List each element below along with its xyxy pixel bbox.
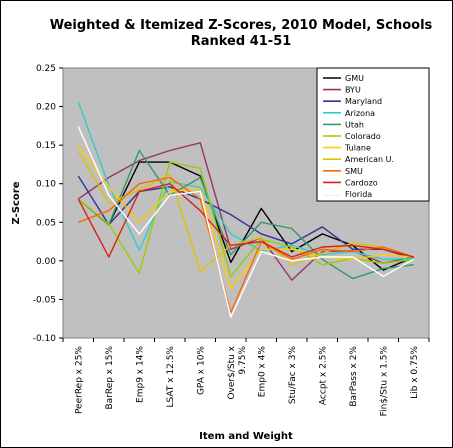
legend-label: Maryland xyxy=(345,97,382,106)
x-tick-label-line: Lib x 0.75% xyxy=(410,346,420,399)
x-tick-label-line: PeerRep x 25% xyxy=(74,346,84,414)
x-tick-label: BarRep x 15% xyxy=(105,346,115,410)
x-tick-label: PeerRep x 25% xyxy=(74,346,84,414)
chart-title-line-1: Weighted & Itemized Z-Scores, 2010 Model… xyxy=(50,18,433,33)
x-tick-label-line: Stu/Fac x 3% xyxy=(288,346,298,405)
y-tick-label: 0.00 xyxy=(36,257,56,267)
legend-label: BYU xyxy=(345,86,361,95)
x-tick-label: Over$/Stu x9.75% xyxy=(227,345,248,399)
x-tick-label-line: 9.75% xyxy=(238,346,248,375)
x-tick-label: Fin$/Stu x 1.5% xyxy=(379,346,389,417)
y-tick-label: 0.15 xyxy=(36,141,56,151)
legend: GMU BYU Maryland Arizona Utah Colorado Tulane A… xyxy=(316,67,430,202)
series-line-cardozo xyxy=(77,182,414,258)
x-axis-label: Item and Weight xyxy=(199,431,293,442)
x-tick-label-line: Over$/Stu x xyxy=(227,345,237,399)
x-tick-label: Stu/Fac x 3% xyxy=(288,346,298,405)
legend-label: SMU xyxy=(345,167,363,176)
x-tick-label-line: LSAT x 12.5% xyxy=(166,346,176,408)
x-axis-ticks: PeerRep x 25% BarRep x 15% Emp9 x 14% LSAT … xyxy=(62,338,430,417)
legend-label: Florida xyxy=(345,190,372,199)
legend-label: Colorado xyxy=(345,132,381,141)
y-tick-label: -0.10 xyxy=(33,334,57,344)
series-line-colorado xyxy=(77,161,414,277)
x-tick-label-line: Fin$/Stu x 1.5% xyxy=(379,346,389,417)
x-tick-label: Emp9 x 14% xyxy=(135,346,145,403)
x-tick-label: BarPass x 2% xyxy=(349,346,359,407)
x-tick-label: Accpt x 2.5% xyxy=(318,346,328,405)
series-line-utah xyxy=(77,149,414,280)
y-tick-label: 0.10 xyxy=(36,180,56,190)
legend-label: Cardozo xyxy=(345,178,378,187)
x-tick-label-line: GPA x 10% xyxy=(196,346,206,395)
x-tick-label-line: Emp9 x 14% xyxy=(135,346,145,403)
series-line-smu xyxy=(78,176,415,314)
y-axis-ticks: 0.25 0.20 0.15 0.10 0.05 0.00 -0.05 -0.10 xyxy=(33,64,63,344)
legend-label: American U. xyxy=(345,155,394,164)
x-tick-label: Lib x 0.75% xyxy=(410,346,420,399)
legend-label: Tulane xyxy=(344,144,371,153)
chart-title-line-2: Ranked 41-51 xyxy=(191,34,292,49)
x-tick-label: LSAT x 12.5% xyxy=(166,346,176,408)
y-tick-label: 0.05 xyxy=(36,218,56,228)
x-tick-label-line: Emp0 x 4% xyxy=(257,346,267,398)
x-tick-label-line: BarPass x 2% xyxy=(349,346,359,407)
legend-label: Utah xyxy=(345,120,364,129)
series-line-arizona xyxy=(77,101,414,260)
series-line-maryland xyxy=(77,175,415,260)
y-tick-label: -0.05 xyxy=(33,295,56,305)
legend-label: GMU xyxy=(345,74,364,83)
series-line-tulane xyxy=(77,144,414,290)
x-tick-label-line: BarRep x 15% xyxy=(105,346,115,410)
y-tick-label: 0.20 xyxy=(36,103,56,113)
series-lines xyxy=(77,101,415,318)
y-tick-label: 0.25 xyxy=(36,64,56,74)
y-axis-label: Z-Score xyxy=(11,181,22,224)
x-tick-label: GPA x 10% xyxy=(196,346,206,395)
series-line-florida xyxy=(77,126,415,318)
x-tick-label: Emp0 x 4% xyxy=(257,346,267,398)
x-tick-label-line: Accpt x 2.5% xyxy=(318,346,328,405)
series-line-american-u- xyxy=(77,150,415,273)
legend-label: Arizona xyxy=(345,109,375,118)
